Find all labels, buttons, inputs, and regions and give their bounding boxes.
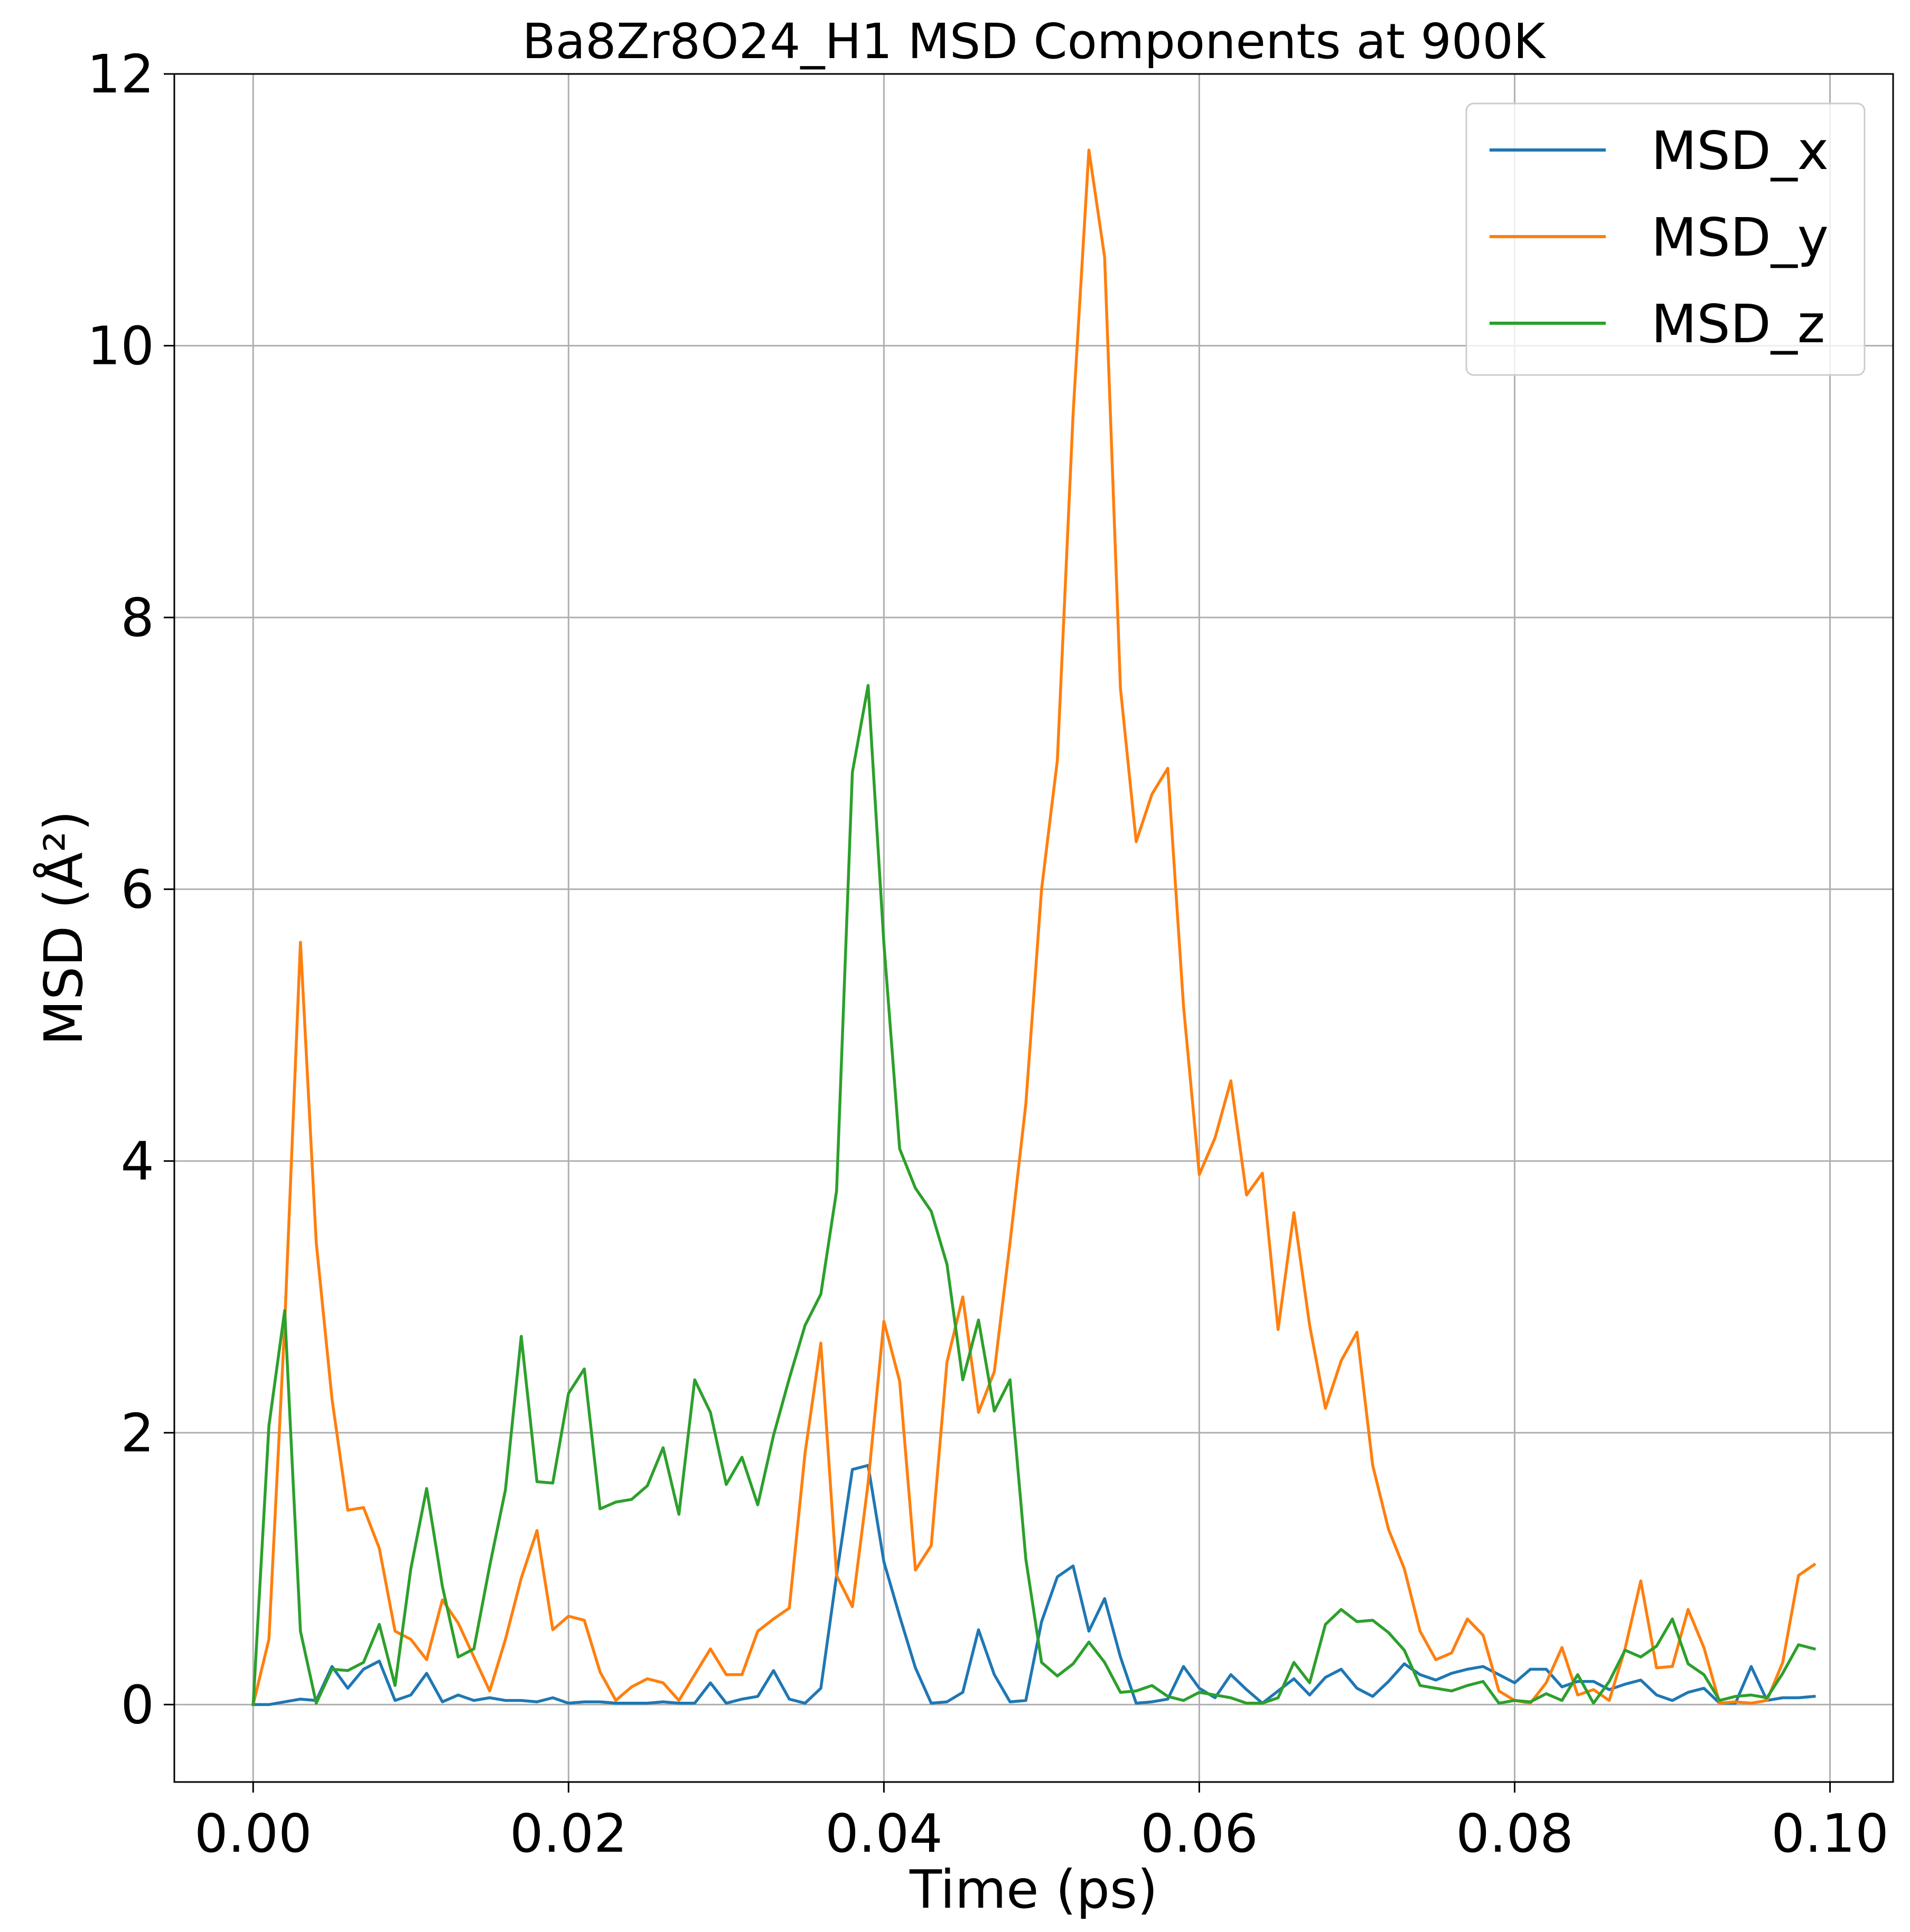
x-tick-label: 0.00 <box>194 1803 312 1864</box>
legend-label: MSD_z <box>1651 293 1825 355</box>
x-axis-label: Time (ps) <box>909 1859 1158 1920</box>
series-line-msd-y <box>251 148 1817 1706</box>
series-line-msd-x <box>251 1464 1816 1706</box>
x-tick-label: 0.04 <box>825 1803 943 1864</box>
legend-label: MSD_y <box>1651 207 1829 268</box>
x-tick-label: 0.02 <box>510 1803 628 1864</box>
y-tick-label: 8 <box>120 587 154 649</box>
axis-ticks: 0.00 0.02 0.04 0.06 0.08 0.10 0 2 4 6 8 10 12 <box>87 43 1889 1864</box>
y-tick-label: 12 <box>87 43 154 105</box>
legend-label: MSD_x <box>1651 120 1829 182</box>
y-tick-label: 2 <box>120 1402 154 1464</box>
series-lines <box>251 148 1817 1706</box>
legend-box <box>1465 102 1866 376</box>
y-tick-label: 4 <box>120 1130 154 1192</box>
legend: MSD_x MSD_y MSD_z <box>1465 102 1866 376</box>
plot-frame <box>173 73 1894 1783</box>
chart-title: Ba8Zr8O24_H1 MSD Components at 900K <box>522 13 1547 70</box>
x-tick-label: 0.10 <box>1771 1803 1889 1864</box>
series-line-msd-z <box>251 684 1817 1706</box>
y-tick-label: 10 <box>87 315 154 377</box>
y-tick-label: 6 <box>120 859 154 921</box>
x-tick-label: 0.06 <box>1140 1803 1258 1864</box>
x-tick-label: 0.08 <box>1456 1803 1574 1864</box>
y-tick-label: 0 <box>120 1674 154 1736</box>
y-axis-label: MSD (Å²) <box>32 810 95 1045</box>
